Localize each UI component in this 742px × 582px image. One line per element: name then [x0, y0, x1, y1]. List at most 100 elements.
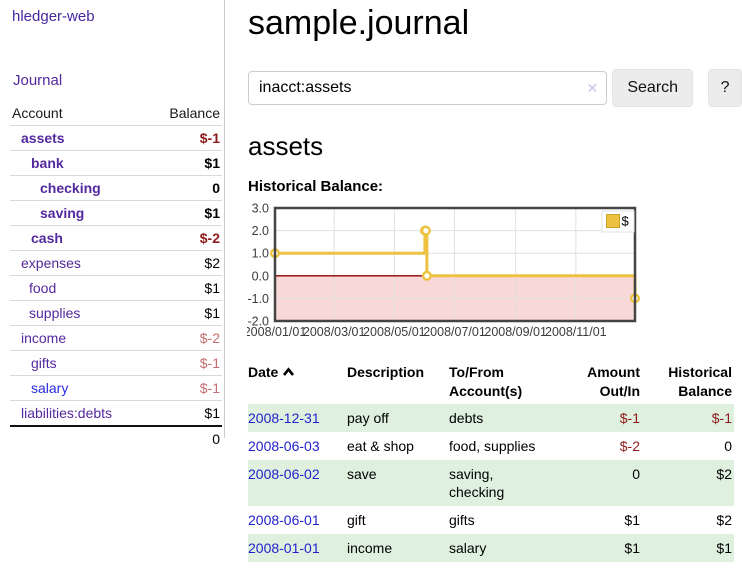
- register-row: 2008-06-01 gift gifts $1 $2: [248, 506, 734, 534]
- transaction-description: pay off: [347, 410, 389, 426]
- register-row: 2008-06-03 eat & shop food, supplies $-2…: [248, 432, 734, 460]
- account-balance: $1: [204, 205, 220, 221]
- transaction-date-link[interactable]: 2008-06-03: [248, 438, 320, 454]
- account-row-supplies: supplies $1: [10, 300, 222, 326]
- account-row-expenses: expenses $2: [10, 250, 222, 276]
- main-content: sample.journal ✕ Search ? assets Histori…: [247, 0, 742, 562]
- account-row-bank: bank $1: [10, 150, 222, 176]
- account-row-assets: assets $-1: [10, 125, 222, 151]
- transaction-balance: $-1: [711, 410, 732, 426]
- svg-text:2008/09/01: 2008/09/01: [484, 325, 547, 339]
- svg-text:$: $: [622, 214, 630, 229]
- account-link[interactable]: income: [21, 330, 67, 346]
- sidebar-divider: [224, 0, 225, 438]
- transaction-description: gift: [347, 512, 366, 528]
- transaction-date-link[interactable]: 2008-01-01: [248, 540, 320, 556]
- account-link[interactable]: bank: [31, 155, 64, 171]
- account-balance: $1: [204, 305, 220, 321]
- account-row-gifts: gifts $-1: [10, 350, 222, 376]
- transaction-amount: $-1: [619, 410, 640, 426]
- transaction-accounts: debts: [449, 410, 484, 426]
- account-link[interactable]: cash: [31, 230, 63, 246]
- account-balance: $-2: [199, 230, 220, 246]
- account-link[interactable]: food: [29, 280, 57, 296]
- account-balance: 0: [212, 180, 220, 196]
- svg-text:2008/01/01: 2008/01/01: [247, 325, 306, 339]
- accounts-total-value: 0: [212, 431, 220, 447]
- register-header-row: Date Description To/From Account(s) Amou…: [248, 360, 734, 404]
- page-title: sample.journal: [248, 4, 470, 42]
- transaction-accounts: saving, checking: [449, 466, 505, 500]
- sort-ascending-icon: [282, 363, 295, 382]
- transaction-date-link[interactable]: 2008-12-31: [248, 410, 320, 426]
- svg-text:0.0: 0.0: [252, 269, 269, 283]
- svg-text:2.0: 2.0: [252, 224, 269, 238]
- header-date[interactable]: Date: [248, 360, 347, 404]
- svg-text:2008/11/01: 2008/11/01: [545, 325, 607, 339]
- register-row: 2008-12-31 pay off debts $-1 $-1: [248, 404, 734, 432]
- transaction-date-link[interactable]: 2008-06-02: [248, 466, 320, 482]
- account-row-income: income $-2: [10, 325, 222, 351]
- account-row-cash: cash $-2: [10, 225, 222, 251]
- sidebar: hledger-web Journal Account Balance asse…: [0, 0, 225, 582]
- transaction-description: save: [347, 466, 377, 482]
- account-link[interactable]: checking: [40, 180, 101, 196]
- transaction-accounts: food, supplies: [449, 438, 536, 454]
- svg-text:2008/03/01: 2008/03/01: [303, 325, 366, 339]
- account-balance: $2: [204, 255, 220, 271]
- sidebar-item-journal[interactable]: Journal: [13, 72, 63, 89]
- app-brand-link[interactable]: hledger-web: [12, 8, 95, 25]
- register-table: Date Description To/From Account(s) Amou…: [248, 360, 734, 562]
- account-column-header: Account: [12, 105, 63, 121]
- transaction-amount: $1: [624, 512, 640, 528]
- transaction-balance: $2: [716, 512, 732, 528]
- account-link[interactable]: supplies: [29, 305, 81, 321]
- account-link[interactable]: gifts: [31, 355, 57, 371]
- header-amount: Amount Out/In: [587, 364, 640, 399]
- search-row: ✕ Search ?: [248, 68, 742, 108]
- svg-text:3.0: 3.0: [252, 202, 269, 216]
- transaction-accounts: salary: [449, 540, 487, 556]
- transaction-description: income: [347, 540, 393, 556]
- transaction-description: eat & shop: [347, 438, 414, 454]
- account-link[interactable]: salary: [31, 380, 69, 396]
- svg-text:1.0: 1.0: [252, 247, 269, 261]
- account-balance: $-2: [199, 330, 220, 346]
- search-input[interactable]: [248, 71, 608, 105]
- account-link[interactable]: assets: [21, 130, 65, 146]
- account-link[interactable]: expenses: [21, 255, 81, 271]
- register-row: 2008-01-01 income salary $1 $1: [248, 534, 734, 562]
- account-balance: $-1: [199, 130, 220, 146]
- account-balance: $1: [204, 155, 220, 171]
- transaction-accounts: gifts: [449, 512, 475, 528]
- account-balance: $1: [204, 280, 220, 296]
- chart-heading: Historical Balance:: [248, 178, 384, 195]
- search-button[interactable]: Search: [612, 69, 694, 107]
- account-balance: $-1: [199, 355, 220, 371]
- balance-chart-svg: 3.0 2.0 1.0 0.0 -1.0 -2.02008/01/012008/03/01…: [247, 202, 641, 339]
- account-balance: $-1: [199, 380, 220, 396]
- svg-text:2008/05/01: 2008/05/01: [363, 325, 426, 339]
- account-row-food: food $1: [10, 275, 222, 301]
- account-balance: $1: [204, 405, 220, 421]
- transaction-amount: $-2: [619, 438, 640, 454]
- header-balance: Historical Balance: [668, 364, 732, 399]
- clear-search-icon[interactable]: ✕: [586, 80, 599, 96]
- transaction-balance: 0: [724, 438, 732, 454]
- transaction-balance: $1: [716, 540, 732, 556]
- account-heading: assets: [248, 131, 324, 161]
- account-balance-table: Account Balance assets $-1 bank $1 check…: [10, 101, 222, 451]
- account-row-saving: saving $1: [10, 200, 222, 226]
- transaction-amount: $1: [624, 540, 640, 556]
- account-row-liabilities-debts: liabilities:debts $1: [10, 400, 222, 427]
- account-link[interactable]: liabilities:debts: [21, 405, 113, 421]
- header-accounts: To/From Account(s): [449, 364, 523, 399]
- svg-text:-1.0: -1.0: [247, 292, 269, 306]
- balance-column-header: Balance: [169, 105, 220, 121]
- transaction-amount: 0: [632, 466, 640, 482]
- accounts-total-row: 0: [10, 426, 222, 451]
- help-button[interactable]: ?: [708, 69, 742, 107]
- transaction-date-link[interactable]: 2008-06-01: [248, 512, 320, 528]
- account-link[interactable]: saving: [40, 205, 85, 221]
- account-row-salary: salary $-1: [10, 375, 222, 401]
